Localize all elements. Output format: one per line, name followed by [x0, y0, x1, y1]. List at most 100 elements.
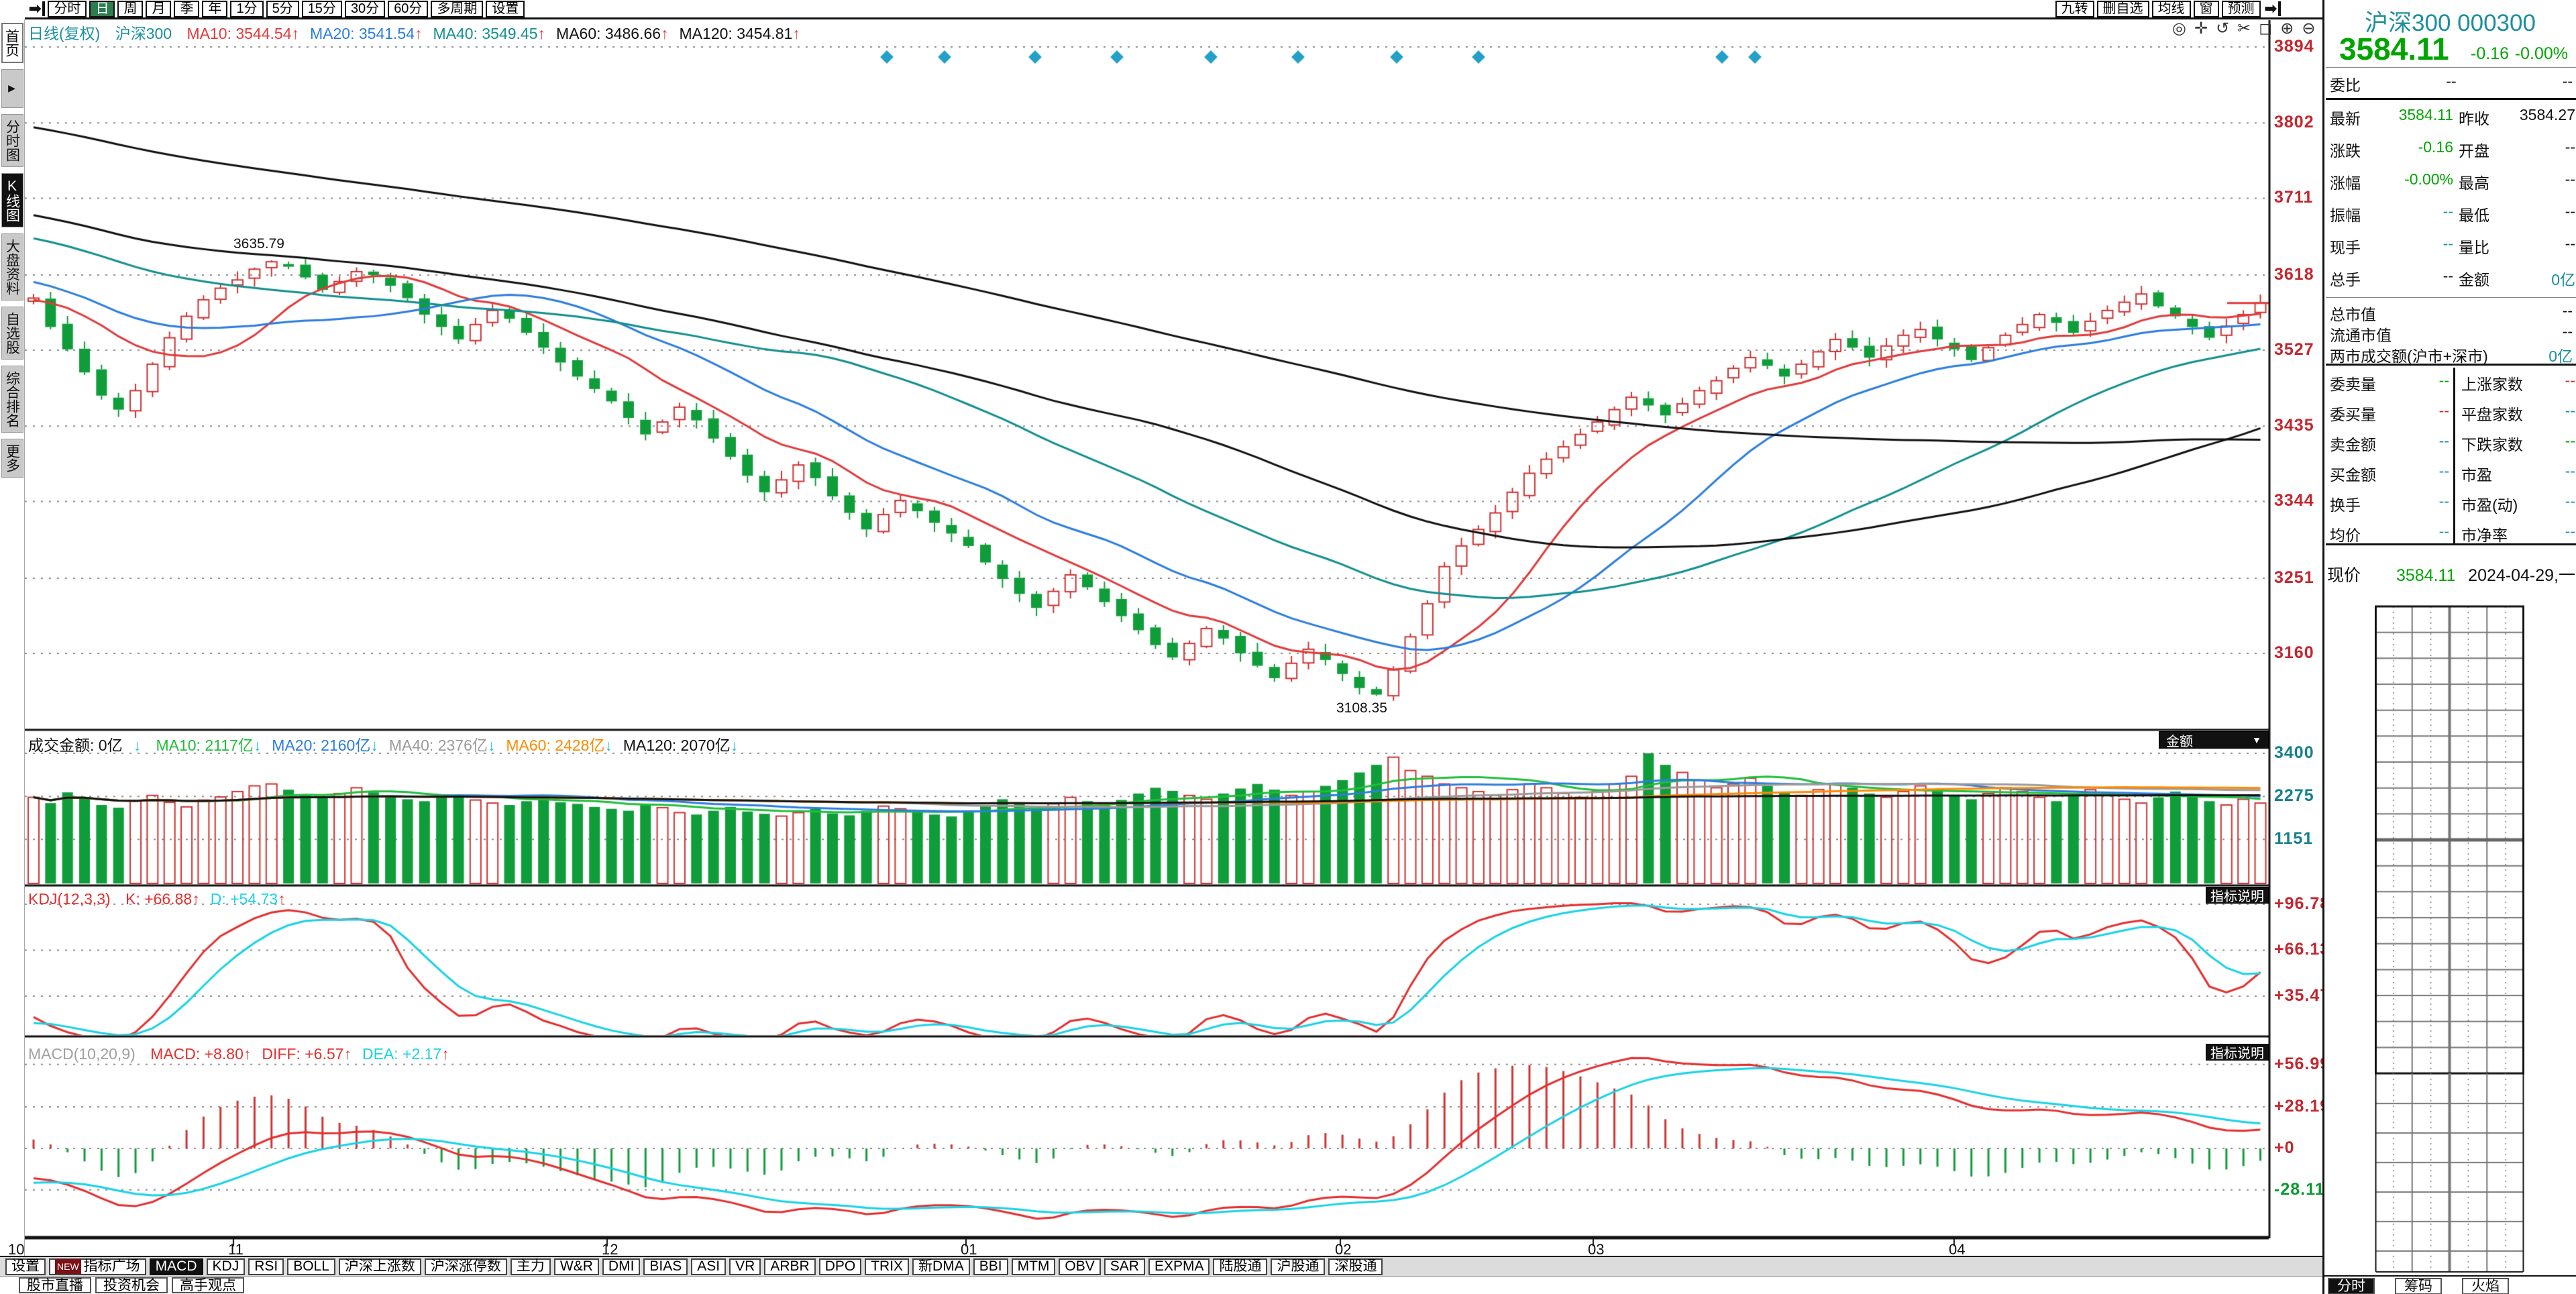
cut-icon[interactable]: ✂: [2237, 21, 2251, 37]
indicator-tab-BIAS[interactable]: BIAS: [643, 1258, 688, 1275]
period-button-日[interactable]: 日: [89, 1, 115, 17]
volume-axis-label: 3400: [2274, 743, 2321, 763]
indicator-tab-SAR[interactable]: SAR: [1104, 1258, 1145, 1275]
period-button-60分[interactable]: 60分: [388, 1, 428, 17]
period-button-15分[interactable]: 15分: [302, 1, 342, 17]
down-arrow-icon: ↓: [133, 737, 142, 754]
indicator-tab-沪深上涨数[interactable]: 沪深上涨数: [339, 1258, 421, 1275]
sidebar-item-综合排名[interactable]: 综合排名: [1, 366, 23, 433]
indicator-tab-TRIX[interactable]: TRIX: [865, 1258, 909, 1275]
price-change-value: -0.16: [2471, 44, 2509, 64]
indicator-tab-设置[interactable]: 设置: [5, 1258, 46, 1275]
indicator-tab-BOLL[interactable]: BOLL: [287, 1258, 335, 1275]
indicator-tab-VR[interactable]: VR: [729, 1258, 761, 1275]
legend-label: MACD: +8.80: [150, 1045, 244, 1063]
indicator-tab-MACD[interactable]: MACD: [150, 1258, 203, 1275]
macd-indicator-help-button[interactable]: 指标说明: [2206, 1044, 2269, 1061]
indicator-tab-DMI[interactable]: DMI: [602, 1258, 641, 1275]
field-value: --: [2507, 432, 2575, 450]
macd-values: MACD: +8.80↑DIFF: +6.57↑DEA: +2.17↑: [150, 1045, 460, 1063]
field-label: 市净率: [2461, 523, 2508, 545]
indicator-tab-DPO[interactable]: DPO: [819, 1258, 862, 1275]
legend-label: MA60: 2428亿: [506, 737, 604, 754]
sidebar-item-首页[interactable]: 首页: [1, 23, 23, 63]
sidebar-item-大盘资料[interactable]: 大盘资料: [1, 233, 23, 301]
sidebar-item-K线图[interactable]: K线图: [1, 173, 23, 227]
sidebar-item-更多[interactable]: 更多: [1, 439, 23, 478]
sidebar-item-自选股[interactable]: 自选股: [1, 307, 23, 360]
field-value: --: [2507, 462, 2575, 480]
field-value: --: [2379, 235, 2453, 253]
period-button-月[interactable]: 月: [146, 1, 171, 17]
indicator-tab-深股通[interactable]: 深股通: [1328, 1258, 1383, 1275]
lock-icon[interactable]: ◻: [2259, 21, 2272, 37]
collapse-left-icon[interactable]: ➡: [28, 1, 45, 16]
sidebar-item-分时图[interactable]: 分时图: [1, 114, 23, 167]
volume-axis-label: 1151: [2274, 829, 2321, 849]
toolbar-button-预测[interactable]: 预测: [2222, 1, 2261, 17]
indicator-tab-BBI[interactable]: BBI: [973, 1258, 1008, 1275]
indicator-tab-ASI[interactable]: ASI: [691, 1258, 726, 1275]
panel-tab-分时[interactable]: 分时: [2328, 1278, 2375, 1294]
toolbar-button-窗[interactable]: 窗: [2194, 1, 2219, 17]
period-button-周[interactable]: 周: [117, 1, 143, 17]
field-label: 市盈: [2461, 462, 2492, 485]
info-tab-股市直播[interactable]: 股市直播: [19, 1277, 91, 1293]
sidebar-item-应用[interactable]: ▶应用: [1, 69, 23, 108]
indicator-tab-RSI[interactable]: RSI: [248, 1258, 284, 1275]
kdj-indicator-help-button[interactable]: 指标说明: [2206, 887, 2269, 904]
down-arrow-icon: ↓: [731, 737, 739, 754]
indicator-tab-EXPMA[interactable]: EXPMA: [1148, 1258, 1210, 1275]
period-button-设置[interactable]: 设置: [486, 1, 525, 17]
expand-right-icon[interactable]: ➡: [2263, 1, 2281, 16]
indicator-tab-沪股通[interactable]: 沪股通: [1271, 1258, 1325, 1275]
legend-label: MA10: 3544.54: [186, 25, 291, 42]
candlestick-chart-canvas[interactable]: [25, 19, 2322, 1256]
panel-tab-火焰[interactable]: 火焰: [2462, 1278, 2509, 1294]
period-button-分时[interactable]: 分时: [48, 1, 87, 17]
indicator-tab-MTM[interactable]: MTM: [1012, 1258, 1056, 1275]
zoom-out-icon[interactable]: ⊖: [2302, 21, 2315, 37]
trading-app-window: ➡ 分时日周月季年1分5分15分30分60分多周期设置 九转删自选均线窗预测➡ …: [0, 0, 2576, 1294]
period-button-30分[interactable]: 30分: [345, 1, 385, 17]
legend-entry: MACD: +8.80↑: [150, 1045, 251, 1063]
pan-hand-icon[interactable]: ✛: [2194, 21, 2208, 37]
indicator-tab-指标广场[interactable]: NEW指标广场: [49, 1258, 146, 1275]
panel-tab-筹码[interactable]: 筹码: [2395, 1278, 2442, 1294]
indicator-tab-ARBR[interactable]: ARBR: [764, 1258, 815, 1275]
indicator-tab-KDJ[interactable]: KDJ: [207, 1258, 246, 1275]
toolbar-button-均线[interactable]: 均线: [2152, 1, 2191, 17]
mini-intraday-canvas[interactable]: [2375, 596, 2524, 1274]
indicator-tab-主力[interactable]: 主力: [511, 1258, 551, 1275]
period-button-年[interactable]: 年: [202, 1, 227, 17]
down-arrow-icon: ↓: [604, 737, 612, 754]
undo-icon[interactable]: ↺: [2216, 21, 2229, 37]
indicator-tab-W&R[interactable]: W&R: [554, 1258, 599, 1275]
period-button-多周期[interactable]: 多周期: [431, 1, 483, 17]
period-button-1分[interactable]: 1分: [230, 1, 263, 17]
eye-icon[interactable]: ◎: [2172, 21, 2186, 37]
field-value: --: [2507, 372, 2575, 390]
indicator-tab-新DMA[interactable]: 新DMA: [912, 1258, 970, 1275]
indicator-tab-沪深涨停数[interactable]: 沪深涨停数: [425, 1258, 507, 1275]
volume-type-dropdown[interactable]: 金额 ▼: [2159, 731, 2269, 749]
up-arrow-icon: ↑: [661, 25, 669, 42]
info-tab-高手观点[interactable]: 高手观点: [172, 1277, 244, 1293]
toolbar-button-删自选[interactable]: 删自选: [2097, 1, 2149, 17]
period-button-5分[interactable]: 5分: [266, 1, 299, 17]
quote-row: 振幅--最低--: [2327, 203, 2575, 223]
legend-entry: K: +66.88↑: [125, 890, 200, 908]
period-button-季[interactable]: 季: [174, 1, 199, 17]
zoom-in-icon[interactable]: ⊕: [2280, 21, 2294, 37]
kdj-help-label: 指标说明: [2210, 885, 2264, 905]
indicator-tab-OBV[interactable]: OBV: [1059, 1258, 1100, 1275]
field-label: 量比: [2459, 235, 2489, 258]
toolbar-button-九转[interactable]: 九转: [2055, 1, 2094, 17]
indicator-tab-陆股通[interactable]: 陆股通: [1213, 1258, 1267, 1275]
main-pane-header: 日线(复权) 沪深300 MA10: 3544.54↑MA20: 3541.54…: [28, 21, 811, 44]
macd-axis-label: -28.11: [2274, 1180, 2321, 1199]
field-label: 最新: [2330, 106, 2361, 129]
price-change-percent: -0.00%: [2515, 44, 2568, 64]
field-label: 总手: [2330, 267, 2361, 290]
info-tab-投资机会[interactable]: 投资机会: [95, 1277, 168, 1293]
